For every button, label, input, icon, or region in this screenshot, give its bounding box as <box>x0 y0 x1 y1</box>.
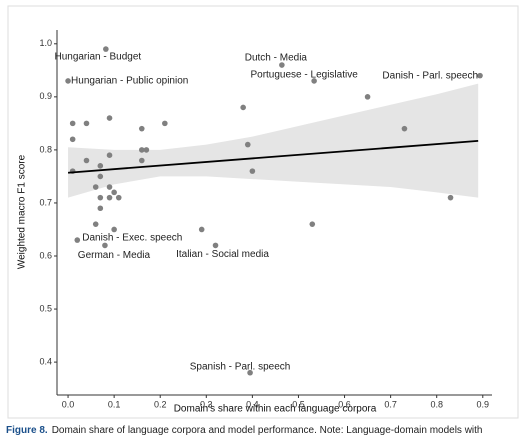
point <box>244 141 251 148</box>
point <box>97 194 104 201</box>
point <box>106 184 113 190</box>
point <box>279 62 285 68</box>
chart: Domain's share within each language corp… <box>7 5 519 419</box>
point <box>138 157 145 164</box>
point <box>309 221 316 227</box>
x-tick-label: 0.2 <box>154 399 167 409</box>
point <box>162 120 168 127</box>
annotation: Hungarian - Budget <box>54 52 141 63</box>
x-tick-label: 0.0 <box>62 399 75 409</box>
y-tick-label: 0.8 <box>39 144 52 154</box>
point <box>111 189 117 196</box>
annotation: Danish - Exec. speech <box>82 233 182 244</box>
point <box>401 125 408 132</box>
frame <box>7 5 519 419</box>
point <box>138 147 145 153</box>
caption-text: Domain share of language corpora and mod… <box>51 425 483 436</box>
y-tick-label: 0.9 <box>39 91 52 101</box>
point <box>97 173 104 180</box>
y-tick-label: 0.4 <box>39 356 52 366</box>
point <box>97 205 104 212</box>
x-tick-label: 0.3 <box>200 399 213 409</box>
point <box>198 226 205 233</box>
point <box>115 194 122 201</box>
annotation: Hungarian - Public opinion <box>71 76 188 87</box>
x-tick-label: 0.4 <box>246 399 259 409</box>
point <box>106 194 113 201</box>
point <box>83 157 90 164</box>
annotation: Italian - Social media <box>176 249 269 260</box>
caption-label: Figure 8. <box>6 425 48 436</box>
point <box>447 194 454 201</box>
x-tick-label: 0.8 <box>430 399 443 409</box>
point <box>111 226 117 233</box>
x-axis-label: Domain's share within each language corp… <box>174 404 377 415</box>
point <box>143 147 150 153</box>
regression-line <box>67 139 479 174</box>
point <box>92 221 99 227</box>
point <box>69 136 76 143</box>
annotation: Portuguese - Legislative <box>250 70 358 81</box>
point <box>138 125 145 132</box>
y-tick-label: 0.5 <box>39 303 52 313</box>
y-tick-label: 1.0 <box>39 38 52 48</box>
annotation: Danish - Parl. speech <box>382 70 478 81</box>
point <box>364 94 371 100</box>
x-tick-label: 0.6 <box>338 399 351 409</box>
point <box>249 168 256 174</box>
point <box>74 237 81 243</box>
annotation: German - Media <box>78 250 151 261</box>
point <box>69 120 76 127</box>
point <box>240 104 246 111</box>
point <box>103 46 109 52</box>
point <box>102 242 108 249</box>
x-tick-label: 0.1 <box>108 399 121 409</box>
point <box>92 184 99 190</box>
annotation: Spanish - Parl. speech <box>190 361 291 372</box>
annotation: Dutch - Media <box>245 53 308 64</box>
caption: Figure 8. Domain share of language corpor… <box>6 425 524 436</box>
y-tick-label: 0.7 <box>39 197 52 207</box>
point <box>311 78 317 84</box>
point <box>106 115 113 121</box>
point <box>477 72 483 79</box>
confidence-band <box>68 83 479 198</box>
point <box>97 163 104 169</box>
y-axis-label: Weighted macro F1 score <box>17 154 28 269</box>
point <box>106 152 113 159</box>
point <box>212 242 219 249</box>
y-tick-label: 0.6 <box>39 250 52 260</box>
x-tick-label: 0.9 <box>477 399 490 409</box>
point <box>65 78 71 84</box>
point <box>83 120 90 127</box>
x-tick-label: 0.7 <box>384 399 397 409</box>
point <box>247 369 253 376</box>
x-tick-label: 0.5 <box>292 399 305 409</box>
